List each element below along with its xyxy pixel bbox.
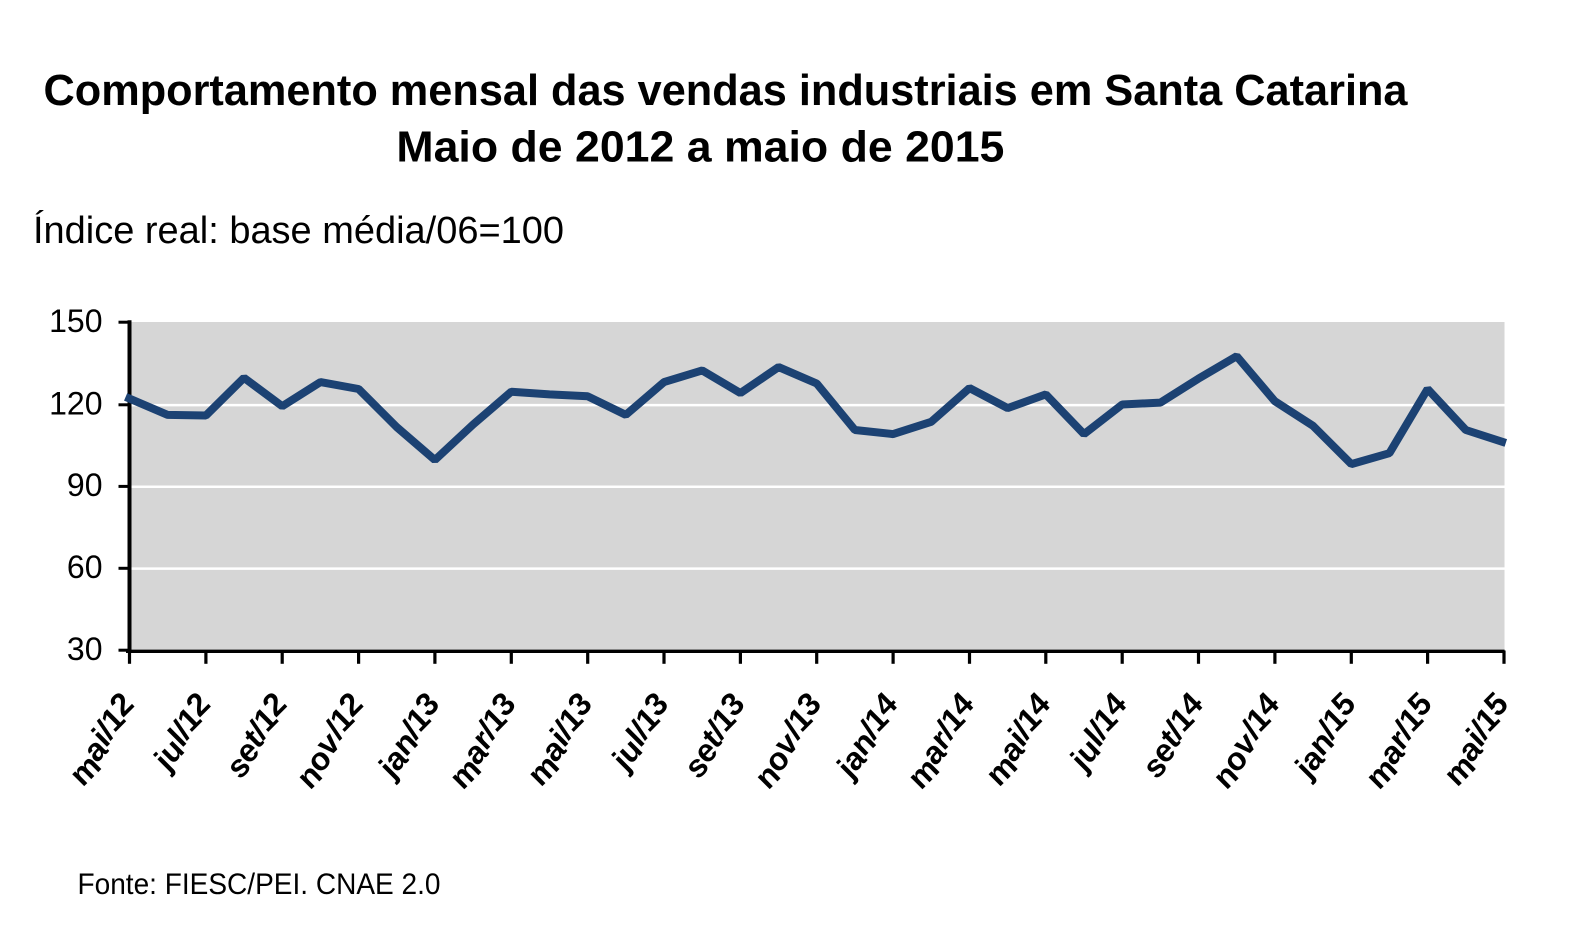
svg-text:60: 60 — [67, 549, 103, 585]
svg-text:30: 30 — [67, 631, 103, 667]
svg-text:150: 150 — [49, 303, 102, 339]
svg-text:Fonte: FIESC/PEI. CNAE 2.0: Fonte: FIESC/PEI. CNAE 2.0 — [78, 868, 441, 901]
svg-text:Comportamento mensal das venda: Comportamento mensal das vendas industri… — [44, 67, 1409, 115]
svg-text:90: 90 — [67, 467, 103, 503]
svg-text:120: 120 — [49, 386, 102, 422]
svg-text:Índice real: base média/06=100: Índice real: base média/06=100 — [33, 209, 564, 252]
svg-text:Maio de 2012 a maio de 2015: Maio de 2012 a maio de 2015 — [396, 123, 1004, 171]
